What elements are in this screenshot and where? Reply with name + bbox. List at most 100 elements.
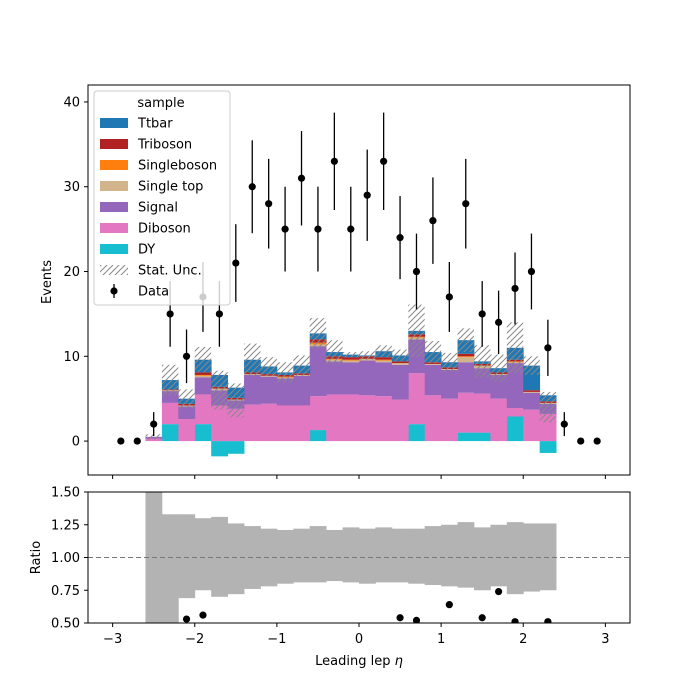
- bar-signal: [506, 363, 524, 409]
- legend-swatch-data-marker: [110, 287, 118, 295]
- data-point: [297, 174, 306, 182]
- bar-signal: [375, 362, 393, 397]
- ratio-unc-band: [145, 492, 163, 623]
- stat-unc-box: [473, 345, 491, 378]
- stat-unc-box: [375, 345, 392, 358]
- y-tick-label: 0: [72, 435, 80, 450]
- stat-unc-box: [178, 389, 195, 409]
- y-tick-label: 20: [63, 265, 80, 280]
- bar-single-top: [260, 375, 278, 377]
- stat-unc-box: [506, 322, 524, 374]
- x-axis-label-symbol: η: [395, 654, 403, 669]
- bar-single-top: [457, 357, 475, 363]
- ratio-point: [478, 614, 486, 622]
- ratio-unc-band: [490, 524, 508, 587]
- bar-signal: [276, 378, 294, 406]
- legend-label-data: Data: [138, 285, 169, 300]
- legend-swatch-dy: [100, 244, 128, 254]
- stat-unc-box: [490, 354, 507, 382]
- data-point: [478, 310, 486, 318]
- bar-single-top: [359, 358, 376, 361]
- ratio-unc-band: [424, 526, 442, 586]
- ratio-unc-band: [539, 523, 557, 591]
- bar-diboson: [375, 396, 393, 442]
- ratio-unc-band: [391, 528, 409, 583]
- stat-unc-box: [293, 355, 310, 376]
- bar-single-top: [194, 375, 212, 378]
- bar-diboson: [490, 398, 508, 442]
- stat-unc-box: [309, 318, 327, 349]
- legend-swatch-diboson: [100, 223, 128, 233]
- x-tick-label: 2: [519, 632, 527, 647]
- data-point: [248, 183, 256, 191]
- bar-singleboson: [457, 356, 475, 358]
- ratio-y-tick-label: 0.75: [51, 584, 80, 599]
- bar-signal: [523, 392, 541, 410]
- ratio-unc-band: [326, 529, 343, 582]
- bar-signal: [326, 361, 343, 395]
- bar-diboson: [391, 399, 409, 442]
- stat-unc-box: [359, 351, 376, 360]
- data-point: [182, 352, 191, 360]
- bar-single-top: [375, 360, 393, 363]
- ratio-unc-band: [211, 516, 229, 597]
- stat-unc-box: [227, 383, 245, 418]
- data-point: [330, 157, 338, 165]
- data-point: [133, 437, 141, 445]
- bar-dy: [227, 441, 245, 454]
- legend-label-dy: DY: [138, 243, 155, 258]
- bar-triboson: [342, 357, 360, 360]
- bar-signal: [309, 346, 327, 397]
- stat-unc-box: [424, 341, 442, 364]
- data-point: [593, 437, 601, 445]
- legend-swatch-stat-unc: [100, 265, 128, 275]
- bar-diboson: [194, 394, 212, 425]
- ratio-unc-band: [161, 514, 179, 623]
- stat-unc-box: [326, 340, 343, 364]
- data-point: [462, 200, 470, 208]
- stat-unc-box: [391, 349, 409, 362]
- legend-swatch-signal: [100, 202, 128, 212]
- ratio-point: [199, 611, 207, 619]
- ratio-point: [544, 618, 552, 623]
- bar-singleboson: [194, 374, 212, 376]
- bar-dy: [473, 432, 491, 442]
- bar-signal: [359, 360, 376, 396]
- bar-signal: [457, 362, 475, 393]
- ratio-y-tick-label: 0.50: [51, 617, 80, 632]
- ratio-plot-area: [88, 492, 630, 623]
- stat-unc-box: [145, 434, 162, 440]
- ratio-unc-band: [276, 529, 294, 584]
- bar-dy: [457, 432, 475, 442]
- ratio-axis-label: Ratio: [29, 541, 44, 574]
- bar-signal: [178, 406, 196, 420]
- ratio-unc-band: [359, 528, 376, 584]
- bar-diboson: [523, 409, 541, 442]
- bar-dy: [211, 441, 229, 457]
- stat-unc-box: [276, 362, 294, 383]
- bar-signal: [293, 375, 311, 406]
- legend-swatch-ttbar: [100, 118, 128, 128]
- data-point: [281, 225, 289, 233]
- stat-unc-box: [161, 364, 179, 396]
- stat-unc-box: [342, 352, 359, 358]
- legend-label-single-top: Single top: [138, 180, 203, 195]
- bar-diboson: [211, 405, 229, 442]
- bar-triboson: [194, 372, 212, 375]
- bar-diboson: [326, 394, 343, 442]
- data-point: [560, 420, 568, 428]
- legend-label-singleboson: Singleboson: [138, 159, 217, 174]
- bar-single-top: [391, 363, 409, 365]
- bar-diboson: [424, 395, 442, 442]
- legend-label-ttbar: Ttbar: [137, 117, 173, 132]
- y-tick-label: 40: [63, 95, 80, 110]
- ratio-unc-band: [309, 526, 327, 583]
- ratio-unc-band: [457, 522, 475, 588]
- stat-unc-box: [194, 346, 212, 373]
- bar-diboson: [473, 393, 491, 433]
- bar-single-top: [523, 391, 541, 393]
- bar-signal: [260, 376, 278, 404]
- data-point: [380, 157, 388, 165]
- legend-label-stat-unc: Stat. Unc.: [138, 264, 202, 279]
